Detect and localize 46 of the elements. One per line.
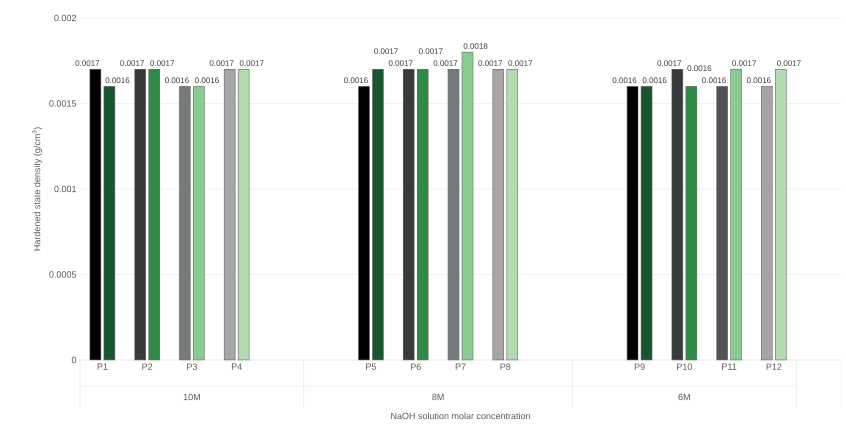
data-label: 0.0017 — [210, 60, 234, 66]
data-label: 0.0016 — [687, 65, 712, 72]
data-label: 0.0017 — [478, 60, 502, 66]
x-tick-label: P3 — [187, 364, 198, 370]
data-label: 0.0017 — [75, 60, 100, 66]
text: 10M — [184, 394, 200, 400]
data-label: 0.0016 — [612, 77, 636, 84]
x-tick-label: P9 — [634, 364, 645, 370]
x-tick-label: P10 — [677, 364, 692, 370]
data-label: 0.0017 — [374, 48, 398, 54]
data-label: 0.0017 — [150, 60, 174, 66]
data-label: 0.0017 — [732, 60, 756, 66]
data-label: 0.0017 — [418, 48, 443, 54]
data-label: 0.0016 — [642, 77, 666, 84]
data-label: 0.0017 — [434, 60, 458, 66]
data-label: 0.0018 — [464, 43, 488, 49]
x-tick-label: P6 — [410, 364, 421, 370]
x-tick-label: P2 — [142, 364, 152, 370]
y-tick-label: 0 — [72, 356, 76, 364]
text: 8M — [432, 394, 444, 400]
y-tick-label: 0.001 — [54, 186, 76, 192]
data-label: 0.0016 — [195, 77, 219, 84]
x-tick-label: P11 — [722, 364, 736, 370]
x-tick-label: P4 — [232, 364, 242, 370]
data-label: 0.0016 — [344, 77, 368, 84]
data-label: 0.0017 — [508, 60, 532, 66]
text: 6M — [678, 394, 690, 400]
y-tick-label: 0.002 — [54, 14, 76, 22]
data-label: 0.0017 — [657, 60, 682, 66]
data-label: 0.0017 — [240, 60, 264, 66]
data-label: 0.0016 — [746, 77, 771, 84]
y-tick-label: 0.0015 — [49, 100, 76, 107]
x-tick-label: P1 — [98, 364, 108, 370]
x-tick-label: P5 — [366, 364, 376, 370]
y-axis-title: Hardened state density (g/cm$^{3}$) — [32, 127, 42, 250]
data-label: 0.0017 — [388, 60, 413, 66]
data-label: 0.0016 — [164, 77, 189, 84]
data-label: 0.0016 — [106, 77, 130, 84]
x-tick-label: P7 — [456, 364, 466, 370]
data-label: 0.0017 — [776, 60, 801, 66]
x-tick-label: P8 — [500, 364, 510, 370]
x-axis-title: NaOH solution molar concentration — [391, 412, 530, 420]
data-label: 0.0017 — [120, 60, 144, 66]
x-tick-label: P12 — [766, 364, 782, 370]
y-tick-label: 0.0005 — [49, 271, 76, 278]
data-label: 0.0016 — [702, 77, 726, 84]
